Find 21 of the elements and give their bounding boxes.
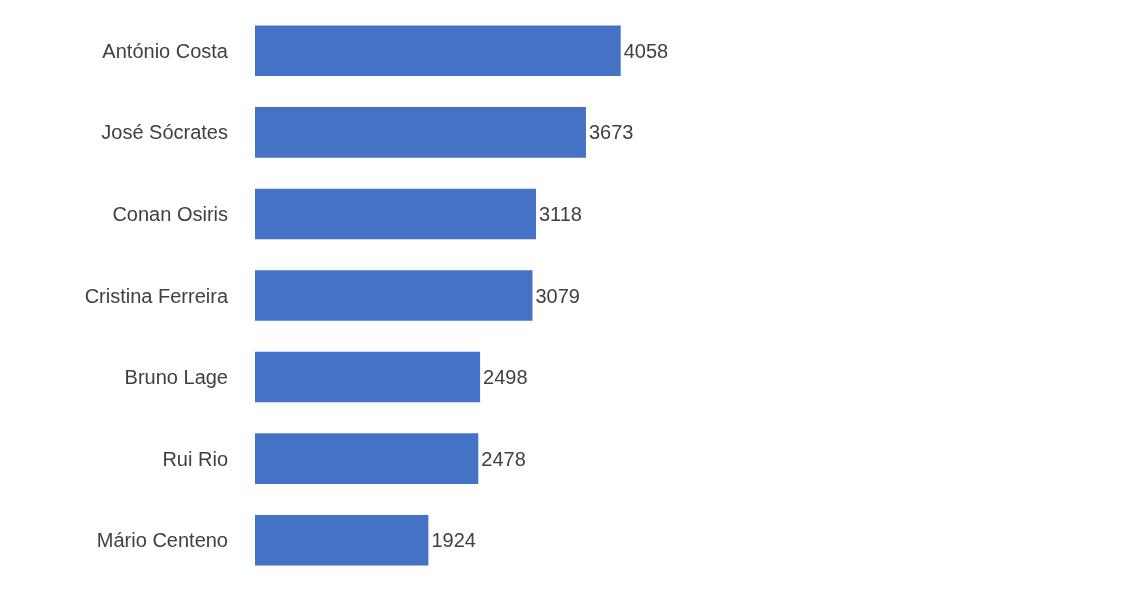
data-label: 1924 — [431, 529, 476, 552]
data-label: 3118 — [538, 202, 582, 225]
bar — [255, 25, 621, 77]
data-label: 3079 — [535, 284, 580, 307]
bar — [255, 188, 536, 240]
bar — [255, 270, 533, 321]
y-tick-label: José Sócrates — [101, 121, 228, 144]
data-label: 2478 — [481, 447, 526, 470]
y-tick-label: Cristina Ferreira — [84, 284, 229, 307]
bar — [255, 351, 481, 403]
data-label: 3673 — [588, 121, 634, 144]
bar — [255, 514, 429, 566]
y-tick-label: Bruno Lage — [124, 366, 228, 389]
data-label: 4058 — [623, 39, 669, 62]
bar — [255, 107, 586, 158]
y-tick-label: Mário Centeno — [96, 529, 228, 552]
y-tick-label: António Costa — [102, 39, 229, 62]
data-label: 2498 — [483, 366, 528, 389]
y-tick-label: Rui Rio — [162, 447, 228, 470]
y-tick-label: Conan Osiris — [112, 202, 228, 225]
bar — [255, 433, 479, 484]
